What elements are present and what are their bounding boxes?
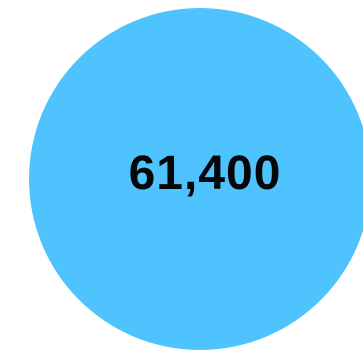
stat-circle [29, 8, 363, 350]
stat-value: 61,400 [128, 147, 282, 200]
